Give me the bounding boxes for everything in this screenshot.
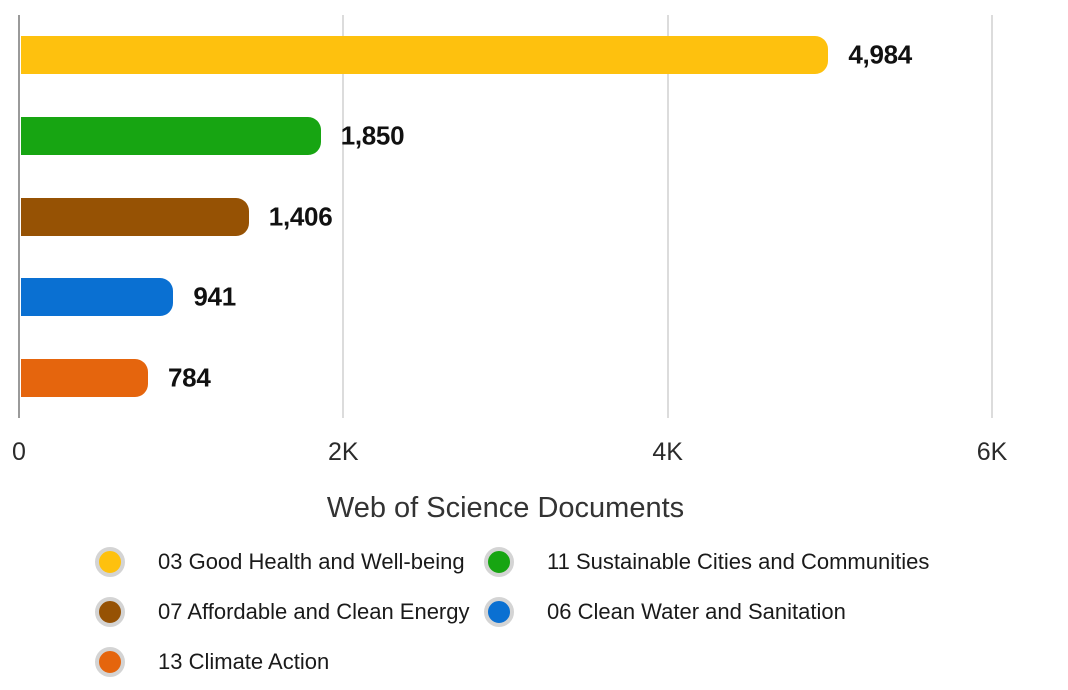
legend-marker-icon	[484, 597, 514, 627]
x-axis-tick-label: 4K	[652, 438, 683, 466]
bar-value-label: 941	[193, 281, 236, 312]
legend-marker-icon	[484, 547, 514, 577]
legend-label: 06 Clean Water and Sanitation	[547, 599, 846, 624]
x-axis-title: Web of Science Documents	[326, 492, 685, 524]
x-axis-tick-label: 0	[12, 438, 26, 466]
legend-item-1[interactable]: 03 Good Health and Well-being	[95, 547, 465, 577]
gridline-2K	[342, 15, 345, 418]
bar-3[interactable]	[21, 197, 249, 236]
legend-row: 07 Affordable and Clean Energy 06 Clean W…	[0, 597, 1068, 627]
bar-value-label: 1,850	[340, 120, 405, 151]
bar-value-label: 784	[168, 362, 211, 393]
legend-marker-icon	[95, 597, 125, 627]
legend-item-5[interactable]: 13 Climate Action	[95, 647, 329, 677]
legend-label: 07 Affordable and Clean Energy	[158, 599, 470, 624]
bar-4[interactable]	[21, 278, 174, 317]
legend-row: 13 Climate Action	[0, 647, 1068, 677]
legend-label: 11 Sustainable Cities and Communities	[547, 549, 930, 574]
x-axis-tick-label: 6K	[976, 438, 1008, 466]
legend-item-3[interactable]: 07 Affordable and Clean Energy	[95, 597, 470, 627]
gridline-4K	[666, 15, 669, 418]
legend-marker-icon	[95, 547, 125, 577]
y-axis-line	[18, 15, 20, 418]
legend-item-4[interactable]: 06 Clean Water and Sanitation	[484, 597, 846, 627]
legend-row: 03 Good Health and Well-being 11 Sustaina…	[0, 547, 1068, 577]
plot-area: 4,984 1,850 1,406 941 784	[18, 15, 993, 418]
legend-label: 13 Climate Action	[158, 649, 330, 674]
bar-value-label: 4,984	[848, 39, 912, 70]
bar-1[interactable]	[21, 36, 829, 75]
bar-5[interactable]	[21, 358, 148, 397]
x-axis-tick-label: 2K	[328, 438, 359, 466]
bar-value-label: 1,406	[268, 201, 333, 231]
bar-2[interactable]	[21, 116, 321, 155]
legend-item-2[interactable]: 11 Sustainable Cities and Communities	[484, 547, 929, 577]
gridline-6K	[991, 15, 993, 418]
legend-marker-icon	[95, 647, 125, 677]
legend-label: 03 Good Health and Well-being	[158, 549, 465, 574]
